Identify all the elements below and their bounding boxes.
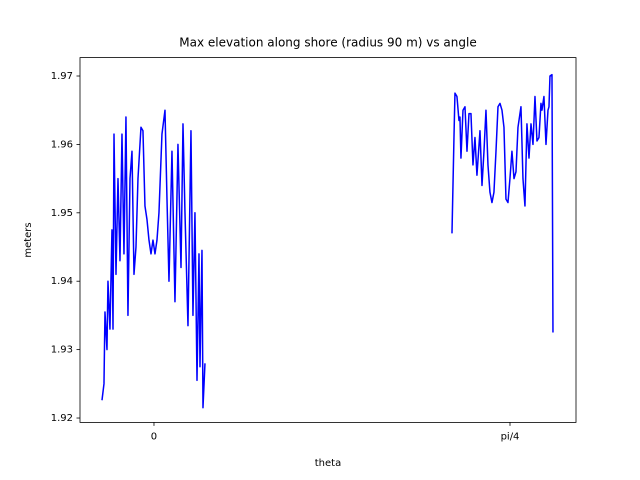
axes-frame — [79, 57, 577, 423]
x-tick-label: 0 — [151, 431, 157, 442]
y-tick-label: 1.95 — [51, 208, 73, 219]
line-series — [101, 73, 554, 409]
x-axis-label: theta — [315, 458, 341, 469]
y-tick-label: 1.93 — [51, 345, 73, 356]
y-tick-label: 1.92 — [51, 413, 73, 424]
y-axis-label: meters — [23, 222, 34, 257]
y-tick-label: 1.94 — [51, 276, 73, 287]
chart-title: Max elevation along shore (radius 90 m) … — [179, 36, 476, 50]
y-tick-label: 1.97 — [51, 71, 73, 82]
x-tick-label: pi/4 — [501, 431, 520, 442]
y-tick-label: 1.96 — [51, 139, 73, 150]
